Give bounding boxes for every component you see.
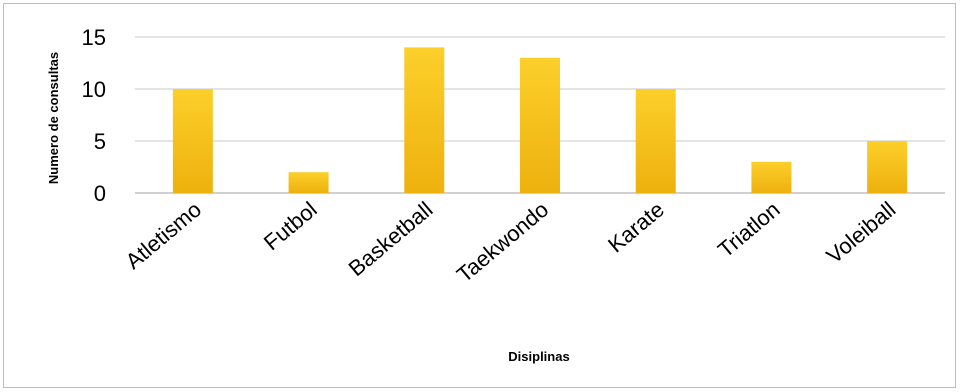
bars (172, 47, 908, 194)
y-tick-label: 0 (94, 181, 106, 206)
bar (520, 57, 560, 193)
x-category-label: Atletismo (121, 197, 206, 274)
x-category-label: Basketball (344, 197, 438, 281)
bar (635, 89, 676, 193)
y-axis-title: Numero de consultas (46, 52, 61, 184)
x-category-label: Triatlon (713, 197, 785, 263)
x-category-label: Taekwondo (452, 197, 553, 288)
x-category-label: Voleiball (822, 197, 901, 269)
x-category-label: Futbol (259, 197, 322, 255)
y-tick-label: 5 (94, 129, 106, 154)
bar (751, 161, 792, 193)
bar (172, 89, 213, 193)
x-category-labels: Atletismo Futbol Basketball Taekwondo Karate… (121, 197, 901, 288)
x-category-label: Karate (603, 197, 669, 258)
y-tick-label: 10 (82, 77, 106, 102)
x-axis-title: Disiplinas (508, 349, 569, 364)
bar (404, 47, 445, 194)
bar (867, 141, 908, 193)
y-tick-label: 15 (82, 25, 106, 50)
bar (288, 172, 329, 193)
chart-frame (3, 3, 956, 388)
y-tick-labels: 0 5 10 15 (82, 25, 106, 206)
